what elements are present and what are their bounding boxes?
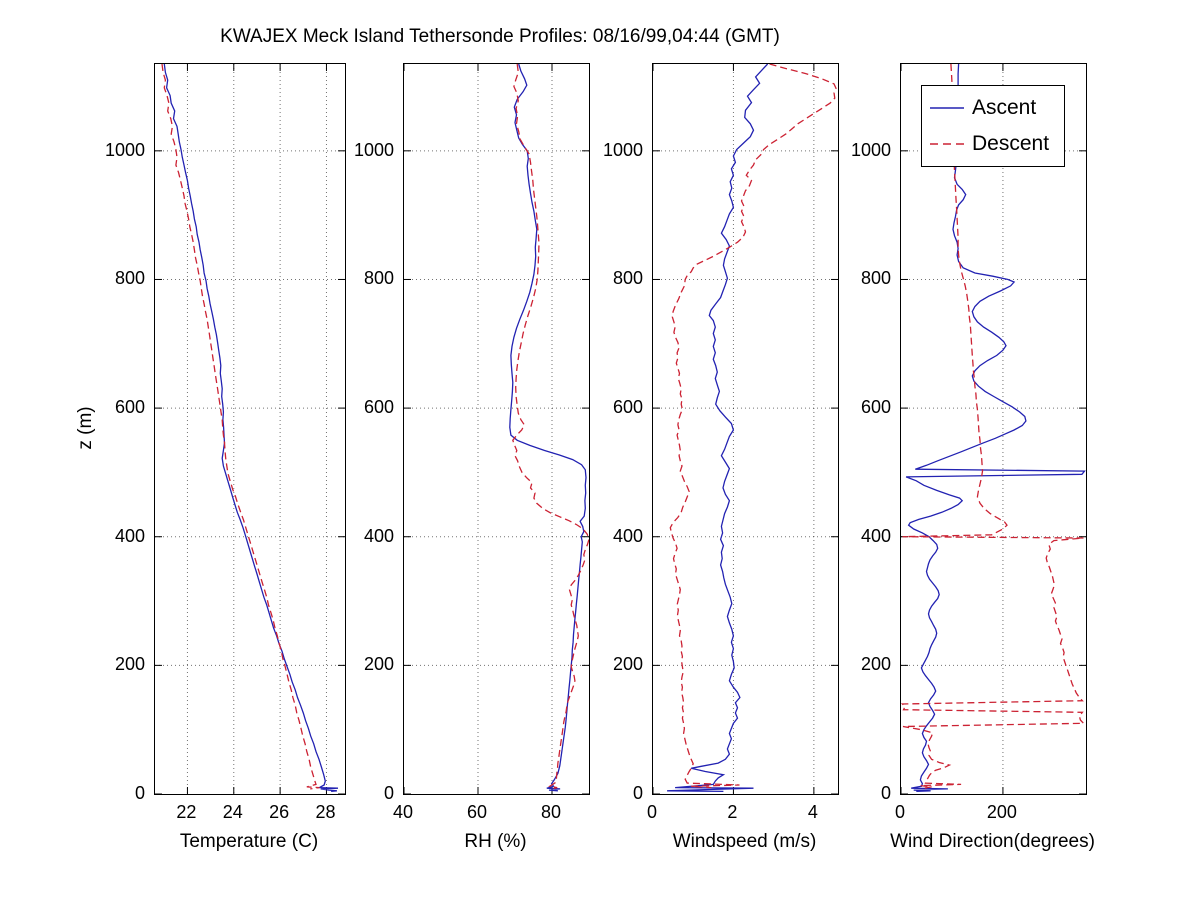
x-tick-label: 22 [176, 802, 197, 822]
descent-curve-windspeed [669, 64, 837, 789]
legend-entry-descent: Descent [922, 127, 1064, 161]
x-tick-label: 80 [540, 802, 562, 822]
plot-panel-windspeed [652, 63, 839, 795]
x-tick-label: 2 [727, 802, 738, 822]
y-tick-label: 1000 [602, 139, 643, 160]
ascent-curve-wind-direction [905, 64, 1086, 793]
plot-area-relative-humidity [404, 64, 589, 794]
y-tick-label: 800 [363, 268, 394, 289]
y-tick-label: 200 [363, 654, 394, 675]
plot-area-temperature [155, 64, 345, 794]
y-tick-label: 800 [114, 268, 145, 289]
y-tick-label: 200 [860, 654, 891, 675]
y-tick-label: 1000 [850, 139, 891, 160]
plot-panel-temperature [154, 63, 346, 795]
x-tick-label: 60 [466, 802, 488, 822]
x-tick-label: 200 [986, 802, 1017, 822]
y-tick-label: 0 [383, 783, 394, 803]
plot-panel-wind-direction [900, 63, 1087, 795]
descent-line-sample-icon [930, 143, 964, 145]
ascent-curve-temperature [163, 64, 339, 793]
x-tick-label: 28 [315, 802, 336, 822]
x-axis-label-wind-direction: Wind Direction(degrees) [890, 831, 1095, 852]
legend-label: Descent [972, 132, 1050, 155]
ascent-line-sample-icon [930, 107, 964, 109]
descent-curve-wind-direction [901, 64, 1085, 789]
legend-label: Ascent [972, 96, 1037, 119]
y-tick-label: 400 [612, 525, 643, 546]
x-axis-label-temperature: Temperature (C) [179, 831, 319, 852]
chart-title: KWAJEX Meck Island Tethersonde Profiles:… [220, 26, 780, 47]
y-tick-label: 400 [363, 525, 394, 546]
x-axis-label-windspeed: Windspeed (m/s) [672, 831, 817, 852]
ascent-curve-windspeed [667, 64, 769, 793]
y-tick-label: 0 [880, 783, 891, 803]
y-tick-label: 1000 [353, 139, 394, 160]
x-tick-label: 26 [269, 802, 290, 822]
legend: Ascent Descent [921, 85, 1065, 167]
plot-area-wind-direction [901, 64, 1086, 794]
legend-entry-ascent: Ascent [922, 91, 1064, 125]
y-tick-label: 600 [860, 397, 891, 418]
y-tick-label: 0 [134, 783, 145, 803]
descent-curve-temperature [161, 64, 320, 790]
plot-panel-relative-humidity [403, 63, 590, 795]
plot-area-windspeed [653, 64, 838, 794]
y-tick-label: 800 [612, 268, 643, 289]
y-tick-label: 0 [632, 783, 643, 803]
y-tick-label: 600 [363, 397, 394, 418]
x-tick-label: 40 [392, 802, 414, 822]
y-tick-label: 400 [860, 525, 891, 546]
x-tick-label: 4 [807, 802, 818, 822]
y-tick-label: 200 [612, 654, 643, 675]
y-tick-label: 800 [860, 268, 891, 289]
y-tick-label: 400 [114, 525, 145, 546]
x-axis-label-relative-humidity: RH (%) [464, 831, 527, 852]
descent-curve-relative-humidity [512, 64, 589, 790]
y-tick-label: 1000 [104, 139, 145, 160]
x-tick-label: 0 [646, 802, 657, 822]
ascent-curve-relative-humidity [509, 64, 587, 792]
y-tick-label: 600 [114, 397, 145, 418]
y-tick-label: 600 [612, 397, 643, 418]
x-tick-label: 24 [222, 802, 243, 822]
y-tick-label: 200 [114, 654, 145, 675]
x-tick-label: 0 [894, 802, 905, 822]
